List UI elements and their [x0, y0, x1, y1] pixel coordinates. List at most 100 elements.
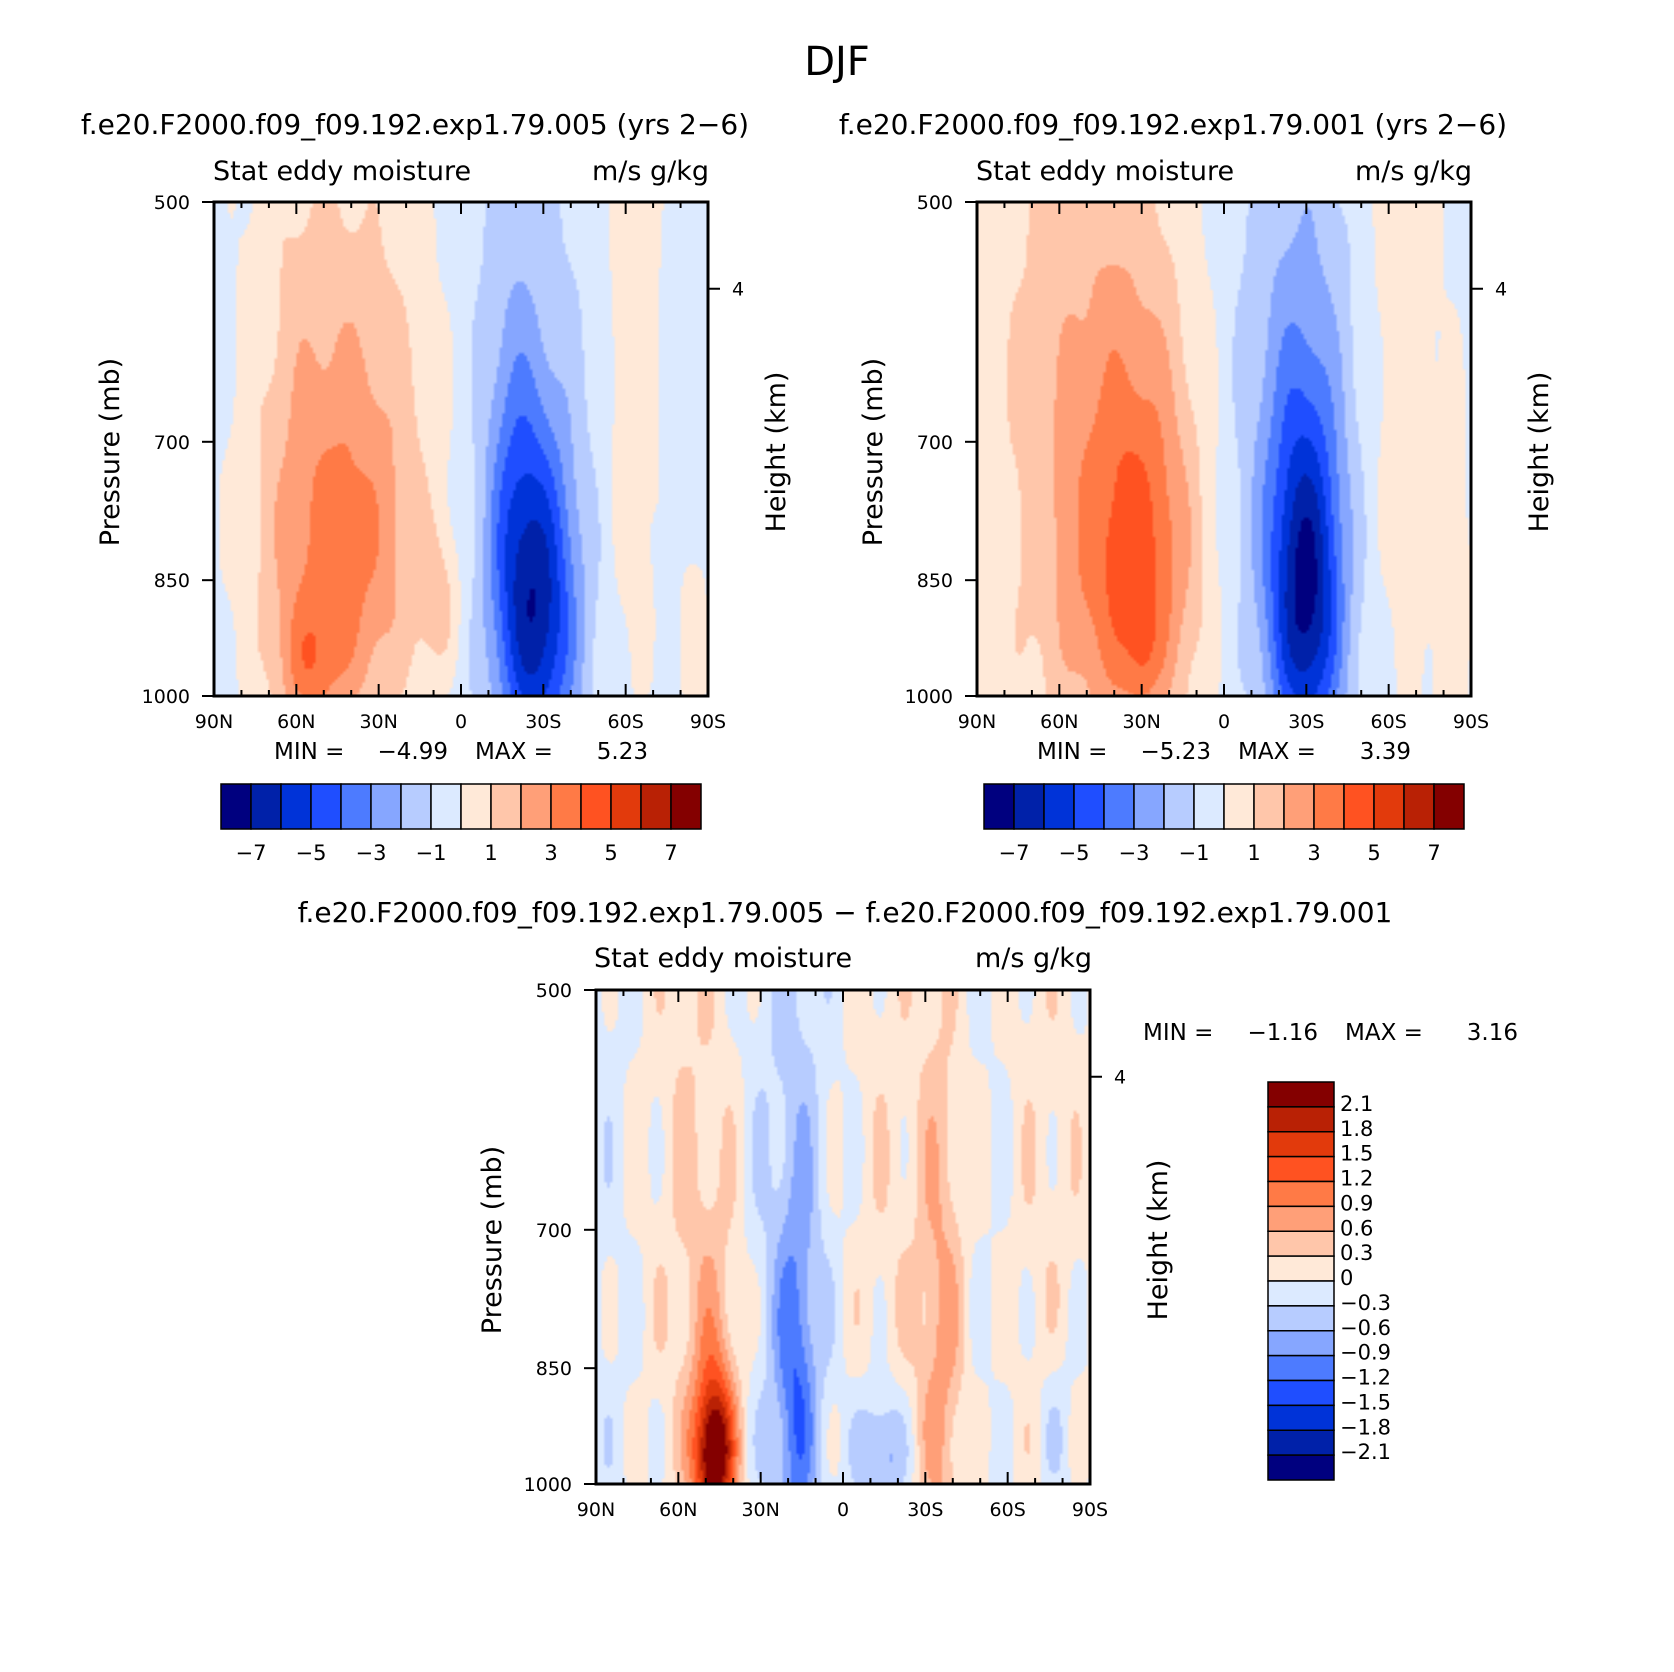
panel-3-ytick-label: 700	[536, 1220, 572, 1242]
panel-2-xtick-label: 90N	[958, 711, 996, 733]
panel-3-colorbar-box	[1267, 1429, 1335, 1456]
panel-3-axes: 90N 60N 30N 0 30S 60S 90S 500 700 850 1000 4	[524, 980, 1126, 1521]
panel-3-colorbar-box	[1267, 1205, 1335, 1232]
panel-2-min-value: −5.23	[1141, 739, 1211, 765]
panel-1-xtick-label: 90S	[690, 711, 726, 733]
panel-1-colorbar-box	[370, 783, 402, 830]
panel-3-xtick-label: 90S	[1072, 1499, 1108, 1521]
panel-3-colorbar-label: 1.2	[1340, 1167, 1373, 1191]
panel-2-colorbar-box	[1133, 783, 1165, 830]
panel-1-ytick-label: 850	[154, 570, 190, 592]
panel-3-colorbar-label: −0.6	[1340, 1316, 1391, 1340]
panel-1-ytick-label: 1000	[142, 686, 190, 708]
panel-2-xtick-label: 90S	[1453, 711, 1489, 733]
panel-3-colorbar-box	[1267, 1081, 1335, 1108]
panel-3-colorbar-label: 0.6	[1340, 1216, 1373, 1240]
panel-3-colorbar-box	[1267, 1255, 1335, 1282]
panel-2-colorbar-box	[1253, 783, 1285, 830]
panel-2-min-label: MIN =	[1037, 739, 1107, 765]
panel-2-colorbar-label: 3	[1307, 841, 1320, 865]
panel-1-xtick-label: 60S	[608, 711, 644, 733]
panel-3-colorbar-box	[1267, 1106, 1335, 1133]
panel-3-colorbar-label: 1.8	[1340, 1117, 1373, 1141]
panel-2-xtick-label: 60S	[1371, 711, 1407, 733]
panel-2-colorbar-box	[1313, 783, 1345, 830]
panel-1-xtick-label: 90N	[195, 711, 233, 733]
panel-1-ytick-label: 700	[154, 432, 190, 454]
panel-2-title: f.e20.F2000.f09_f09.192.exp1.79.001 (yrs…	[839, 108, 1507, 141]
panel-2-colorbar-box	[1373, 783, 1405, 830]
panel-3-xtick-label: 0	[837, 1499, 849, 1521]
panel-3-colorbar-label: 0	[1340, 1266, 1353, 1290]
panel-2-colorbar-box	[1013, 783, 1045, 830]
panel-1-colorbar-box	[670, 783, 702, 830]
panel-3-colorbar-box	[1267, 1155, 1335, 1183]
panel-2-colorbar-box	[1343, 783, 1375, 830]
panel-1-title: f.e20.F2000.f09_f09.192.exp1.79.005 (yrs…	[81, 108, 749, 141]
panel-1-colorbar-box	[490, 783, 522, 830]
panel-2-colorbar-label: −1	[1179, 841, 1210, 865]
panel-2-xtick-label: 60N	[1040, 711, 1078, 733]
panel-2-colorbar-label: 7	[1427, 841, 1440, 865]
panel-3-ytick-label: 500	[536, 980, 572, 1002]
panel-1-colorbar-label: −5	[296, 841, 327, 865]
panel-2-colorbar-box	[1403, 783, 1435, 830]
panel-1-xtick-label: 60N	[277, 711, 315, 733]
panel-3-colorbar-label: −0.3	[1340, 1291, 1391, 1315]
panel-1-field	[214, 202, 708, 696]
panel-1-colorbar-box	[640, 783, 672, 830]
panel-3-ylabel-right: Height (km)	[1143, 1160, 1174, 1321]
panel-1-colorbar-box	[550, 783, 582, 830]
panel-1-min-label: MIN =	[274, 739, 344, 765]
panel-1-units: m/s g/kg	[592, 156, 709, 187]
panel-2-ylabel-right: Height (km)	[1524, 372, 1555, 533]
panel-2-colorbar-box	[983, 783, 1015, 830]
panel-1-colorbar-box	[310, 783, 342, 830]
panel-1-colorbar-box	[250, 783, 282, 830]
panel-1-colorbar-label: −1	[416, 841, 447, 865]
panel-1-colorbar-box	[400, 783, 432, 830]
panel-3-title: f.e20.F2000.f09_f09.192.exp1.79.005 − f.…	[298, 896, 1393, 929]
panel-3-colorbar-label: −1.8	[1340, 1415, 1391, 1439]
panel-2-colorbar-label: 1	[1247, 841, 1260, 865]
panel-3-colorbar-label: −0.9	[1340, 1341, 1391, 1365]
panel-2-xtick-label: 30N	[1122, 711, 1160, 733]
panel-3-colorbar-box	[1267, 1330, 1335, 1357]
panel-1-right-tick-label: 4	[732, 279, 744, 301]
panel-3-left-string: Stat eddy moisture	[594, 943, 852, 974]
panel-1-colorbar-label: −7	[236, 841, 267, 865]
panel-1-ytick-label: 500	[154, 192, 190, 214]
panel-3-colorbar-label: 2.1	[1340, 1092, 1373, 1116]
panel-3-xtick-label: 60N	[659, 1499, 697, 1521]
panel-1-colorbar-label: −3	[356, 841, 387, 865]
panel-1-ylabel: Pressure (mb)	[95, 358, 126, 546]
panel-2-ytick-label: 700	[917, 432, 953, 454]
panel-2-ytick-label: 500	[917, 192, 953, 214]
panel-3-colorbar-label: 1.5	[1340, 1142, 1373, 1166]
panel-2-colorbar-box	[1223, 783, 1255, 830]
panel-1-colorbar-label: 7	[664, 841, 677, 865]
panel-3: f.e20.F2000.f09_f09.192.exp1.79.005 − f.…	[298, 896, 1518, 1521]
panel-1-ylabel-right: Height (km)	[761, 372, 792, 533]
panel-2-colorbar-box	[1433, 783, 1465, 830]
panel-3-ylabel: Pressure (mb)	[477, 1146, 508, 1334]
panel-3-colorbar: 2.11.81.51.20.90.60.30−0.3−0.6−0.9−1.2−1…	[1267, 1081, 1391, 1481]
panel-1-xtick-label: 30N	[359, 711, 397, 733]
panel-3-xtick-label: 30S	[907, 1499, 943, 1521]
panel-3-colorbar-label: 0.3	[1340, 1241, 1373, 1265]
panel-1-colorbar-label: 3	[544, 841, 557, 865]
panel-3-xtick-label: 30N	[741, 1499, 779, 1521]
panel-3-xtick-label: 90N	[577, 1499, 615, 1521]
panel-2-max-label: MAX =	[1238, 739, 1316, 765]
panel-2-ytick-label: 850	[917, 570, 953, 592]
panel-3-colorbar-box	[1267, 1180, 1335, 1208]
panel-1-colorbar-box	[580, 783, 612, 830]
panel-2-colorbar-box	[1193, 783, 1225, 830]
panel-2-colorbar-label: 5	[1367, 841, 1380, 865]
panel-3-colorbar-box	[1267, 1280, 1335, 1307]
panel-3-max-value: 3.16	[1467, 1020, 1518, 1046]
panel-1-colorbar-box	[430, 783, 462, 830]
panel-2-units: m/s g/kg	[1355, 156, 1472, 187]
panel-3-colorbar-label: −1.2	[1340, 1366, 1391, 1390]
panel-2-colorbar-box	[1283, 783, 1315, 830]
